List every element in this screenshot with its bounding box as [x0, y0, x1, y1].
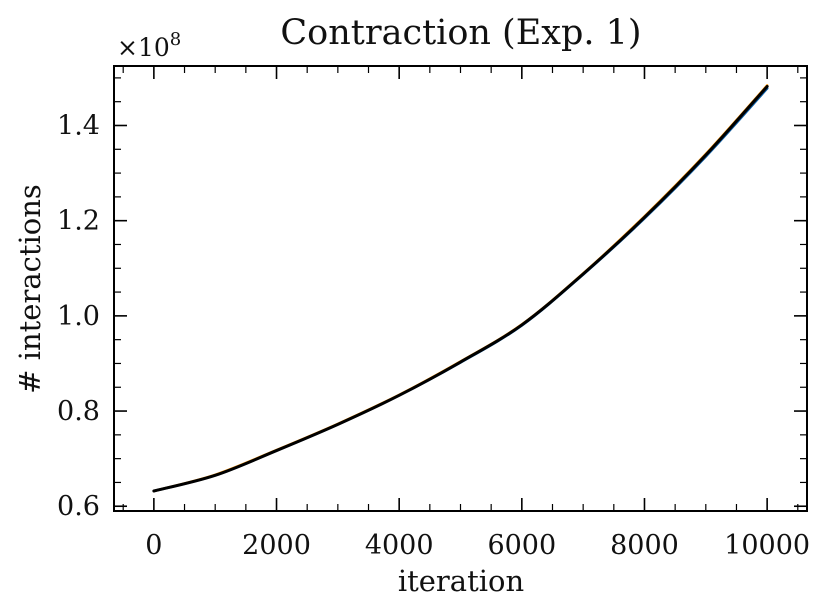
series-line-2 — [152, 84, 769, 493]
y-offset-exponent: 8 — [170, 29, 181, 50]
axis-ticks — [114, 66, 807, 511]
chart-title: Contraction (Exp. 1) — [280, 13, 641, 53]
x-tick-label: 10000 — [724, 530, 810, 561]
x-tick-label: 2000 — [242, 530, 311, 561]
series-lines — [152, 84, 769, 493]
y-axis-label: # interactions — [13, 184, 47, 394]
x-tick-label: 6000 — [487, 530, 556, 561]
y-tick-label: 1.2 — [57, 206, 100, 237]
y-tick-labels: 0.6 0.8 1.0 1.2 1.4 — [57, 110, 100, 522]
y-tick-label: 0.6 — [57, 491, 100, 522]
x-axis-label: iteration — [398, 564, 524, 598]
plot-frame — [113, 65, 808, 512]
x-tick-label: 8000 — [610, 530, 679, 561]
x-tick-label: 0 — [145, 530, 162, 561]
x-tick-labels: 0 2000 4000 6000 8000 10000 — [145, 530, 810, 561]
series-line-1 — [152, 87, 769, 493]
series-line-3 — [152, 84, 769, 493]
y-tick-label: 1.4 — [57, 110, 100, 141]
y-tick-label: 0.8 — [57, 396, 100, 427]
y-tick-label: 1.0 — [57, 301, 100, 332]
y-offset-label: ×108 — [117, 29, 181, 62]
x-tick-label: 4000 — [365, 530, 434, 561]
